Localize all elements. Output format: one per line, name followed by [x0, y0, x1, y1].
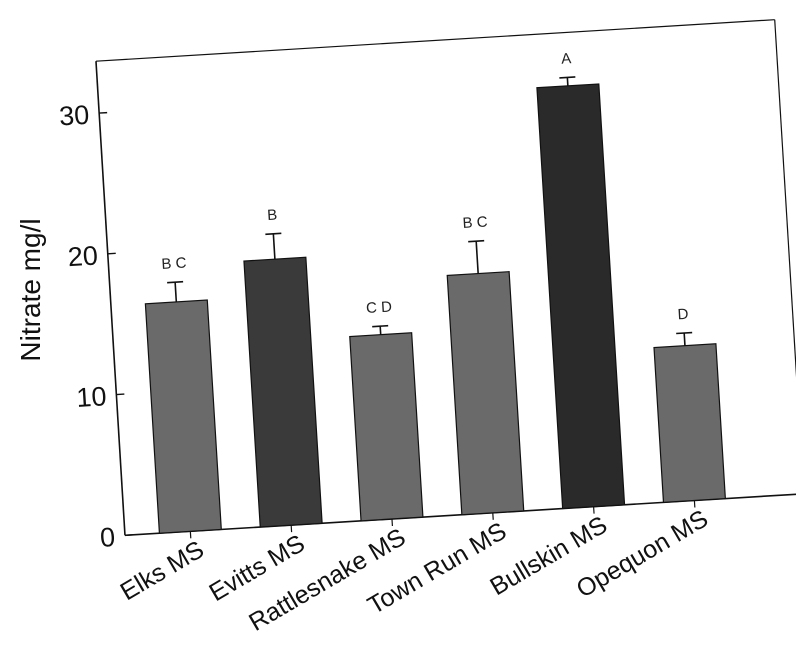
error-bar-5	[684, 333, 685, 346]
significance-label-0: B C	[161, 254, 187, 273]
error-bar-3	[476, 241, 478, 273]
y-tick-label-0: 0	[99, 522, 116, 553]
top-frame-line	[96, 20, 775, 62]
error-bar-0	[175, 282, 176, 302]
x-tick-label-2: Rattlesnake MS	[244, 523, 410, 637]
significance-label-1: B	[267, 207, 278, 225]
error-bar-2	[380, 326, 381, 334]
bar-5	[654, 344, 725, 503]
y-tick-label-20: 20	[67, 240, 99, 272]
error-bar-4	[567, 77, 568, 85]
y-tick-label-30: 30	[58, 100, 90, 132]
significance-label-3: B C	[462, 213, 488, 232]
bar-2	[350, 333, 423, 521]
bar-3	[447, 272, 524, 515]
y-tick-label-10: 10	[76, 381, 108, 413]
right-frame-line	[775, 20, 796, 494]
y-axis-line	[96, 61, 125, 535]
bar-0	[145, 300, 221, 533]
error-cap-2	[372, 326, 388, 327]
bar-4	[537, 84, 625, 509]
significance-label-4: A	[561, 50, 572, 68]
error-cap-1	[265, 233, 281, 234]
bar-1	[244, 257, 322, 527]
error-bar-1	[273, 234, 275, 259]
error-cap-4	[559, 77, 575, 78]
significance-label-5: D	[677, 306, 689, 324]
significance-label-2: C D	[366, 298, 393, 317]
error-cap-0	[167, 282, 183, 283]
error-cap-3	[468, 241, 484, 242]
y-axis-label: Nitrate mg/l	[15, 218, 46, 361]
error-cap-5	[676, 333, 692, 334]
x-tick-label-0: Elks MS	[116, 535, 209, 606]
